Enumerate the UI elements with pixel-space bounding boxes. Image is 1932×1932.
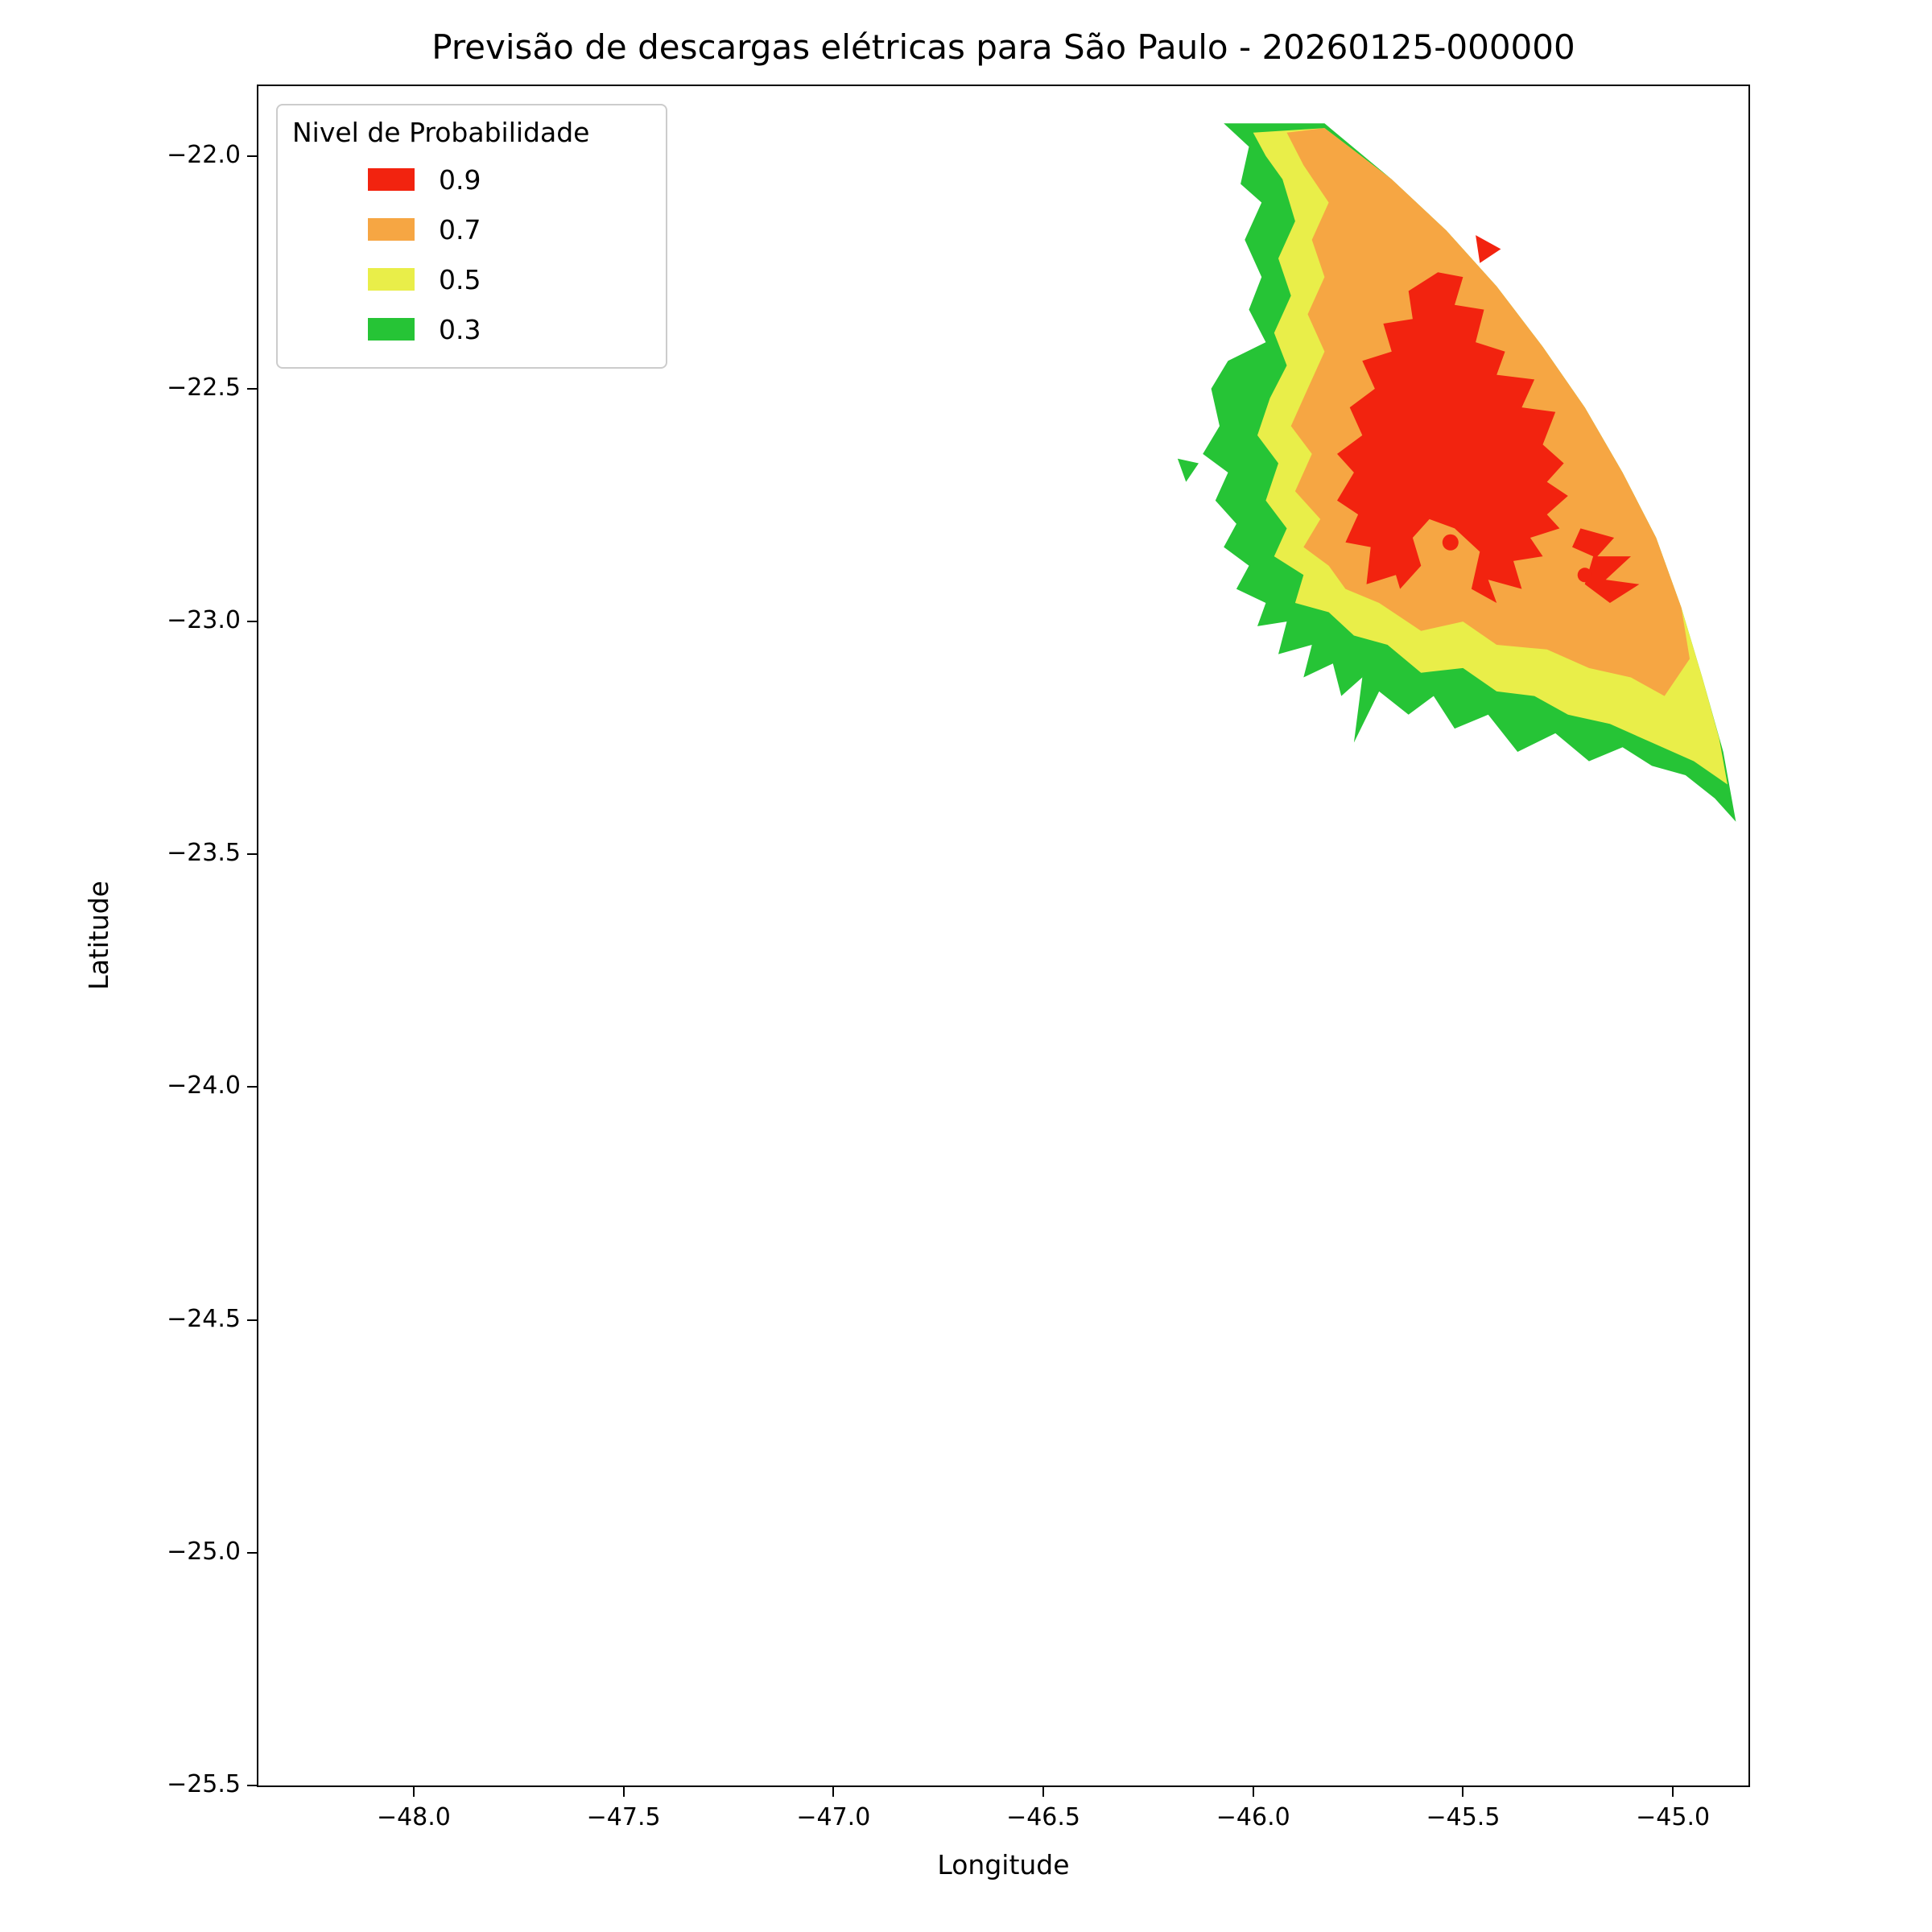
x-tick-label: −46.5	[1006, 1803, 1080, 1831]
legend-swatch	[368, 268, 415, 291]
x-tick-mark	[412, 1787, 415, 1797]
y-tick-mark	[247, 1086, 257, 1088]
x-tick-label: −47.5	[586, 1803, 661, 1831]
y-tick-label: −22.0	[167, 140, 241, 169]
strike-dot-1	[1442, 534, 1459, 551]
strike-dot-2	[1577, 568, 1592, 583]
y-tick-label: −24.5	[167, 1304, 241, 1333]
y-tick-label: −23.5	[167, 839, 241, 868]
x-tick-mark	[1252, 1787, 1254, 1797]
x-tick-label: −48.0	[376, 1803, 451, 1831]
x-tick-label: −45.5	[1426, 1803, 1501, 1831]
legend-entry: 0.3	[278, 304, 666, 354]
x-axis-label: Longitude	[937, 1849, 1070, 1880]
region-prob-0.9-north-speck	[1476, 235, 1501, 263]
contour-plot	[1177, 123, 1736, 822]
y-tick-mark	[247, 155, 257, 157]
y-tick-mark	[247, 621, 257, 623]
legend-rows: 0.9 0.7 0.5 0.3	[278, 155, 666, 354]
y-tick-label: −24.0	[167, 1071, 241, 1100]
x-tick-mark	[1672, 1787, 1674, 1797]
y-tick-mark	[247, 853, 257, 856]
legend: Nivel de Probabilidade 0.9 0.7 0.5 0.3	[276, 104, 667, 369]
legend-entry: 0.9	[278, 155, 666, 204]
y-tick-label: −22.5	[167, 373, 241, 402]
y-tick-mark	[247, 387, 257, 390]
x-tick-label: −45.0	[1636, 1803, 1711, 1831]
x-tick-mark	[1462, 1787, 1464, 1797]
x-tick-label: −47.0	[796, 1803, 871, 1831]
legend-swatch	[368, 318, 415, 341]
region-prob-0.9-east	[1572, 528, 1640, 603]
x-tick-label: −46.0	[1216, 1803, 1290, 1831]
legend-entry-label: 0.5	[439, 263, 481, 295]
region-prob-0.3-speck	[1177, 458, 1199, 482]
x-tick-mark	[832, 1787, 835, 1797]
legend-entry: 0.7	[278, 204, 666, 254]
y-tick-mark	[247, 1319, 257, 1321]
legend-entry-label: 0.3	[439, 313, 481, 345]
legend-entry: 0.5	[278, 254, 666, 304]
y-tick-label: −25.0	[167, 1537, 241, 1566]
y-tick-mark	[247, 1551, 257, 1554]
legend-entry-label: 0.7	[439, 213, 481, 246]
y-tick-mark	[247, 1785, 257, 1786]
legend-swatch	[368, 218, 415, 241]
plot-area: Nivel de Probabilidade 0.9 0.7 0.5 0.3	[257, 85, 1750, 1787]
y-tick-label: −25.5	[167, 1770, 241, 1798]
x-tick-mark	[622, 1787, 625, 1797]
y-axis-label: Latitude	[83, 881, 114, 990]
y-tick-label: −23.0	[167, 606, 241, 635]
legend-swatch	[368, 168, 415, 191]
x-tick-mark	[1042, 1787, 1045, 1797]
region-prob-0.9-core	[1337, 272, 1568, 603]
chart-title: Previsão de descargas elétricas para São…	[431, 27, 1575, 67]
legend-entry-label: 0.9	[439, 163, 481, 196]
legend-title: Nivel de Probabilidade	[292, 117, 590, 148]
